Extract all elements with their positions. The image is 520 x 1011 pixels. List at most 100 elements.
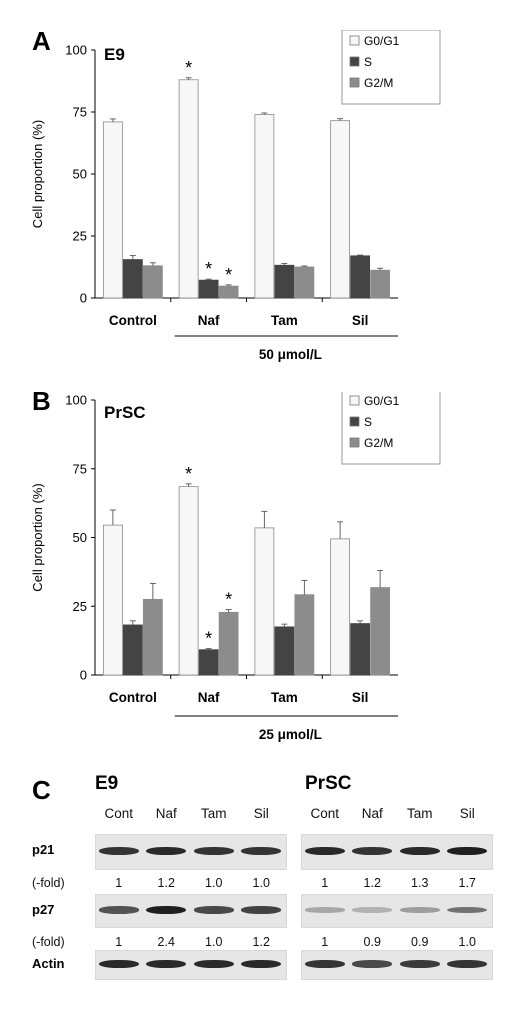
- chart-a-category-label-0: Control: [109, 313, 157, 328]
- lane-label-e9-naf: Naf: [155, 806, 177, 821]
- chart-b-legend-swatch-0: [349, 395, 360, 406]
- chart-b-category-label-0: Control: [109, 690, 157, 705]
- fold-label-p27: (-fold): [32, 935, 65, 949]
- chart-a-y-axis-label: Cell proportion (%): [30, 120, 45, 228]
- chart-a-bar-G0G1-control: [102, 121, 123, 299]
- westerns-title-prsc: PrSC: [305, 773, 352, 794]
- chart-a-bar-S-control: [122, 259, 143, 299]
- panel-letter-a: A: [32, 26, 51, 56]
- fold-value-e9-p27-3: 1.2: [252, 935, 270, 949]
- band-prsc-p27-0: [304, 907, 345, 913]
- chart-b-category-label-3: Sil: [352, 690, 369, 705]
- chart-a-legend-label-2: G2/M: [364, 76, 393, 90]
- chart-a-category-label-3: Sil: [352, 313, 369, 328]
- band-prsc-p21-3: [447, 846, 488, 856]
- fold-value-prsc-p21-2: 1.3: [411, 876, 429, 890]
- chart-a-cell-cycle-e9: 0 25 50 75 100 Cell proportion (%) E9 Control Na…: [30, 30, 441, 362]
- chart-b-cell-cycle-prsc: 0 25 50 75 100 Cell proportion (%) PrSC Control…: [30, 392, 441, 742]
- chart-b-bar-S-tam: [274, 626, 295, 676]
- fold-value-e9-p27-2: 1.0: [205, 935, 223, 949]
- lane-label-prsc-sil: Sil: [459, 806, 475, 821]
- fold-label-p21: (-fold): [32, 876, 65, 890]
- chart-b-bar-G0G1-control: [102, 524, 123, 676]
- band-e9-actin-2: [193, 959, 234, 969]
- westerns-title-e9: E9: [95, 773, 119, 794]
- band-e9-p21-1: [146, 846, 187, 856]
- chart-a-concentration-label: 50 μmol/L: [259, 347, 322, 362]
- chart-b-legend-swatch-1: [349, 416, 360, 427]
- band-prsc-p27-3: [447, 906, 488, 914]
- chart-a-y-tick-label-2: 50: [73, 167, 87, 182]
- chart-a-bar-G0G1-sil: [330, 120, 351, 299]
- chart-b-category-label-2: Tam: [271, 690, 298, 705]
- fold-value-e9-p21-2: 1.0: [205, 876, 223, 890]
- band-prsc-actin-2: [399, 959, 440, 969]
- chart-b-y-tick-label-4: 100: [65, 393, 87, 408]
- chart-a-bar-G2M-naf: [218, 285, 239, 299]
- chart-b-significance-G0G1-naf: *: [185, 464, 192, 484]
- chart-b-bar-S-control: [122, 624, 143, 676]
- band-e9-p27-0: [98, 906, 139, 914]
- chart-a-bar-G0G1-naf: [178, 79, 199, 299]
- fold-value-e9-p21-3: 1.0: [252, 876, 270, 890]
- chart-b-legend-label-2: G2/M: [364, 436, 393, 450]
- lane-label-e9-sil: Sil: [253, 806, 269, 821]
- chart-b-bar-S-naf: [198, 649, 219, 676]
- chart-a-legend-swatch-0: [349, 35, 360, 46]
- fold-value-prsc-p21-3: 1.7: [458, 876, 476, 890]
- chart-b-bar-S-sil: [350, 623, 371, 676]
- band-prsc-actin-3: [447, 959, 488, 969]
- chart-a-category-label-1: Naf: [198, 313, 220, 328]
- row-label-p27: p27: [32, 902, 55, 917]
- chart-b-concentration-label: 25 μmol/L: [259, 727, 322, 742]
- chart-a-bar-G2M-tam: [294, 266, 315, 299]
- fold-value-e9-p27-0: 1: [115, 935, 123, 949]
- panel-letter-b: B: [32, 386, 51, 416]
- lane-label-e9-cont: Cont: [104, 806, 134, 821]
- chart-a-bar-G2M-sil: [370, 269, 391, 299]
- chart-a-significance-G0G1-naf: *: [185, 58, 192, 78]
- chart-b-y-tick-label-1: 25: [73, 599, 87, 614]
- lane-label-e9-tam: Tam: [200, 806, 227, 821]
- chart-b-bar-G0G1-naf: [178, 486, 199, 676]
- chart-a-legend-label-0: G0/G1: [364, 34, 400, 48]
- chart-a-y-tick-label-4: 100: [65, 43, 87, 58]
- chart-a-y-tick-label-0: 0: [80, 291, 87, 306]
- band-e9-p27-2: [193, 906, 234, 914]
- band-e9-p21-3: [241, 846, 282, 856]
- band-prsc-p27-2: [399, 907, 440, 913]
- fold-value-e9-p21-0: 1: [115, 876, 123, 890]
- band-prsc-actin-0: [304, 959, 345, 969]
- band-e9-actin-3: [241, 959, 282, 969]
- fold-value-prsc-p27-2: 0.9: [411, 935, 429, 949]
- chart-b-y-tick-label-3: 75: [73, 461, 87, 476]
- chart-b-bar-G2M-control: [142, 598, 163, 676]
- chart-a-legend-swatch-2: [349, 77, 360, 88]
- band-e9-p27-3: [241, 906, 282, 914]
- chart-b-legend-label-0: G0/G1: [364, 394, 400, 408]
- chart-a-legend-label-1: S: [364, 55, 372, 69]
- panel-letter-c: C: [32, 775, 51, 805]
- chart-b-legend-label-1: S: [364, 415, 372, 429]
- chart-b-y-tick-label-2: 50: [73, 530, 87, 545]
- chart-b-bar-G2M-tam: [294, 594, 315, 676]
- fold-value-e9-p21-1: 1.2: [157, 876, 175, 890]
- lane-label-prsc-tam: Tam: [406, 806, 433, 821]
- chart-b-bar-G0G1-sil: [330, 538, 351, 676]
- chart-b-bar-G0G1-tam: [254, 527, 275, 676]
- chart-b-category-label-1: Naf: [198, 690, 220, 705]
- chart-b-title: PrSC: [104, 403, 146, 422]
- fold-value-prsc-p27-1: 0.9: [363, 935, 381, 949]
- chart-b-significance-S-naf: *: [205, 629, 212, 649]
- band-e9-p27-1: [146, 905, 187, 915]
- chart-a-significance-G2M-naf: *: [225, 265, 232, 285]
- band-e9-p21-0: [98, 846, 139, 856]
- chart-a-bar-G2M-control: [142, 265, 163, 299]
- chart-a-title: E9: [104, 45, 125, 64]
- fold-value-prsc-p27-0: 1: [321, 935, 329, 949]
- chart-b-bar-G2M-sil: [370, 587, 391, 676]
- band-prsc-actin-1: [352, 960, 393, 968]
- fold-value-prsc-p21-1: 1.2: [363, 876, 381, 890]
- band-e9-actin-0: [98, 959, 139, 969]
- chart-a-category-label-2: Tam: [271, 313, 298, 328]
